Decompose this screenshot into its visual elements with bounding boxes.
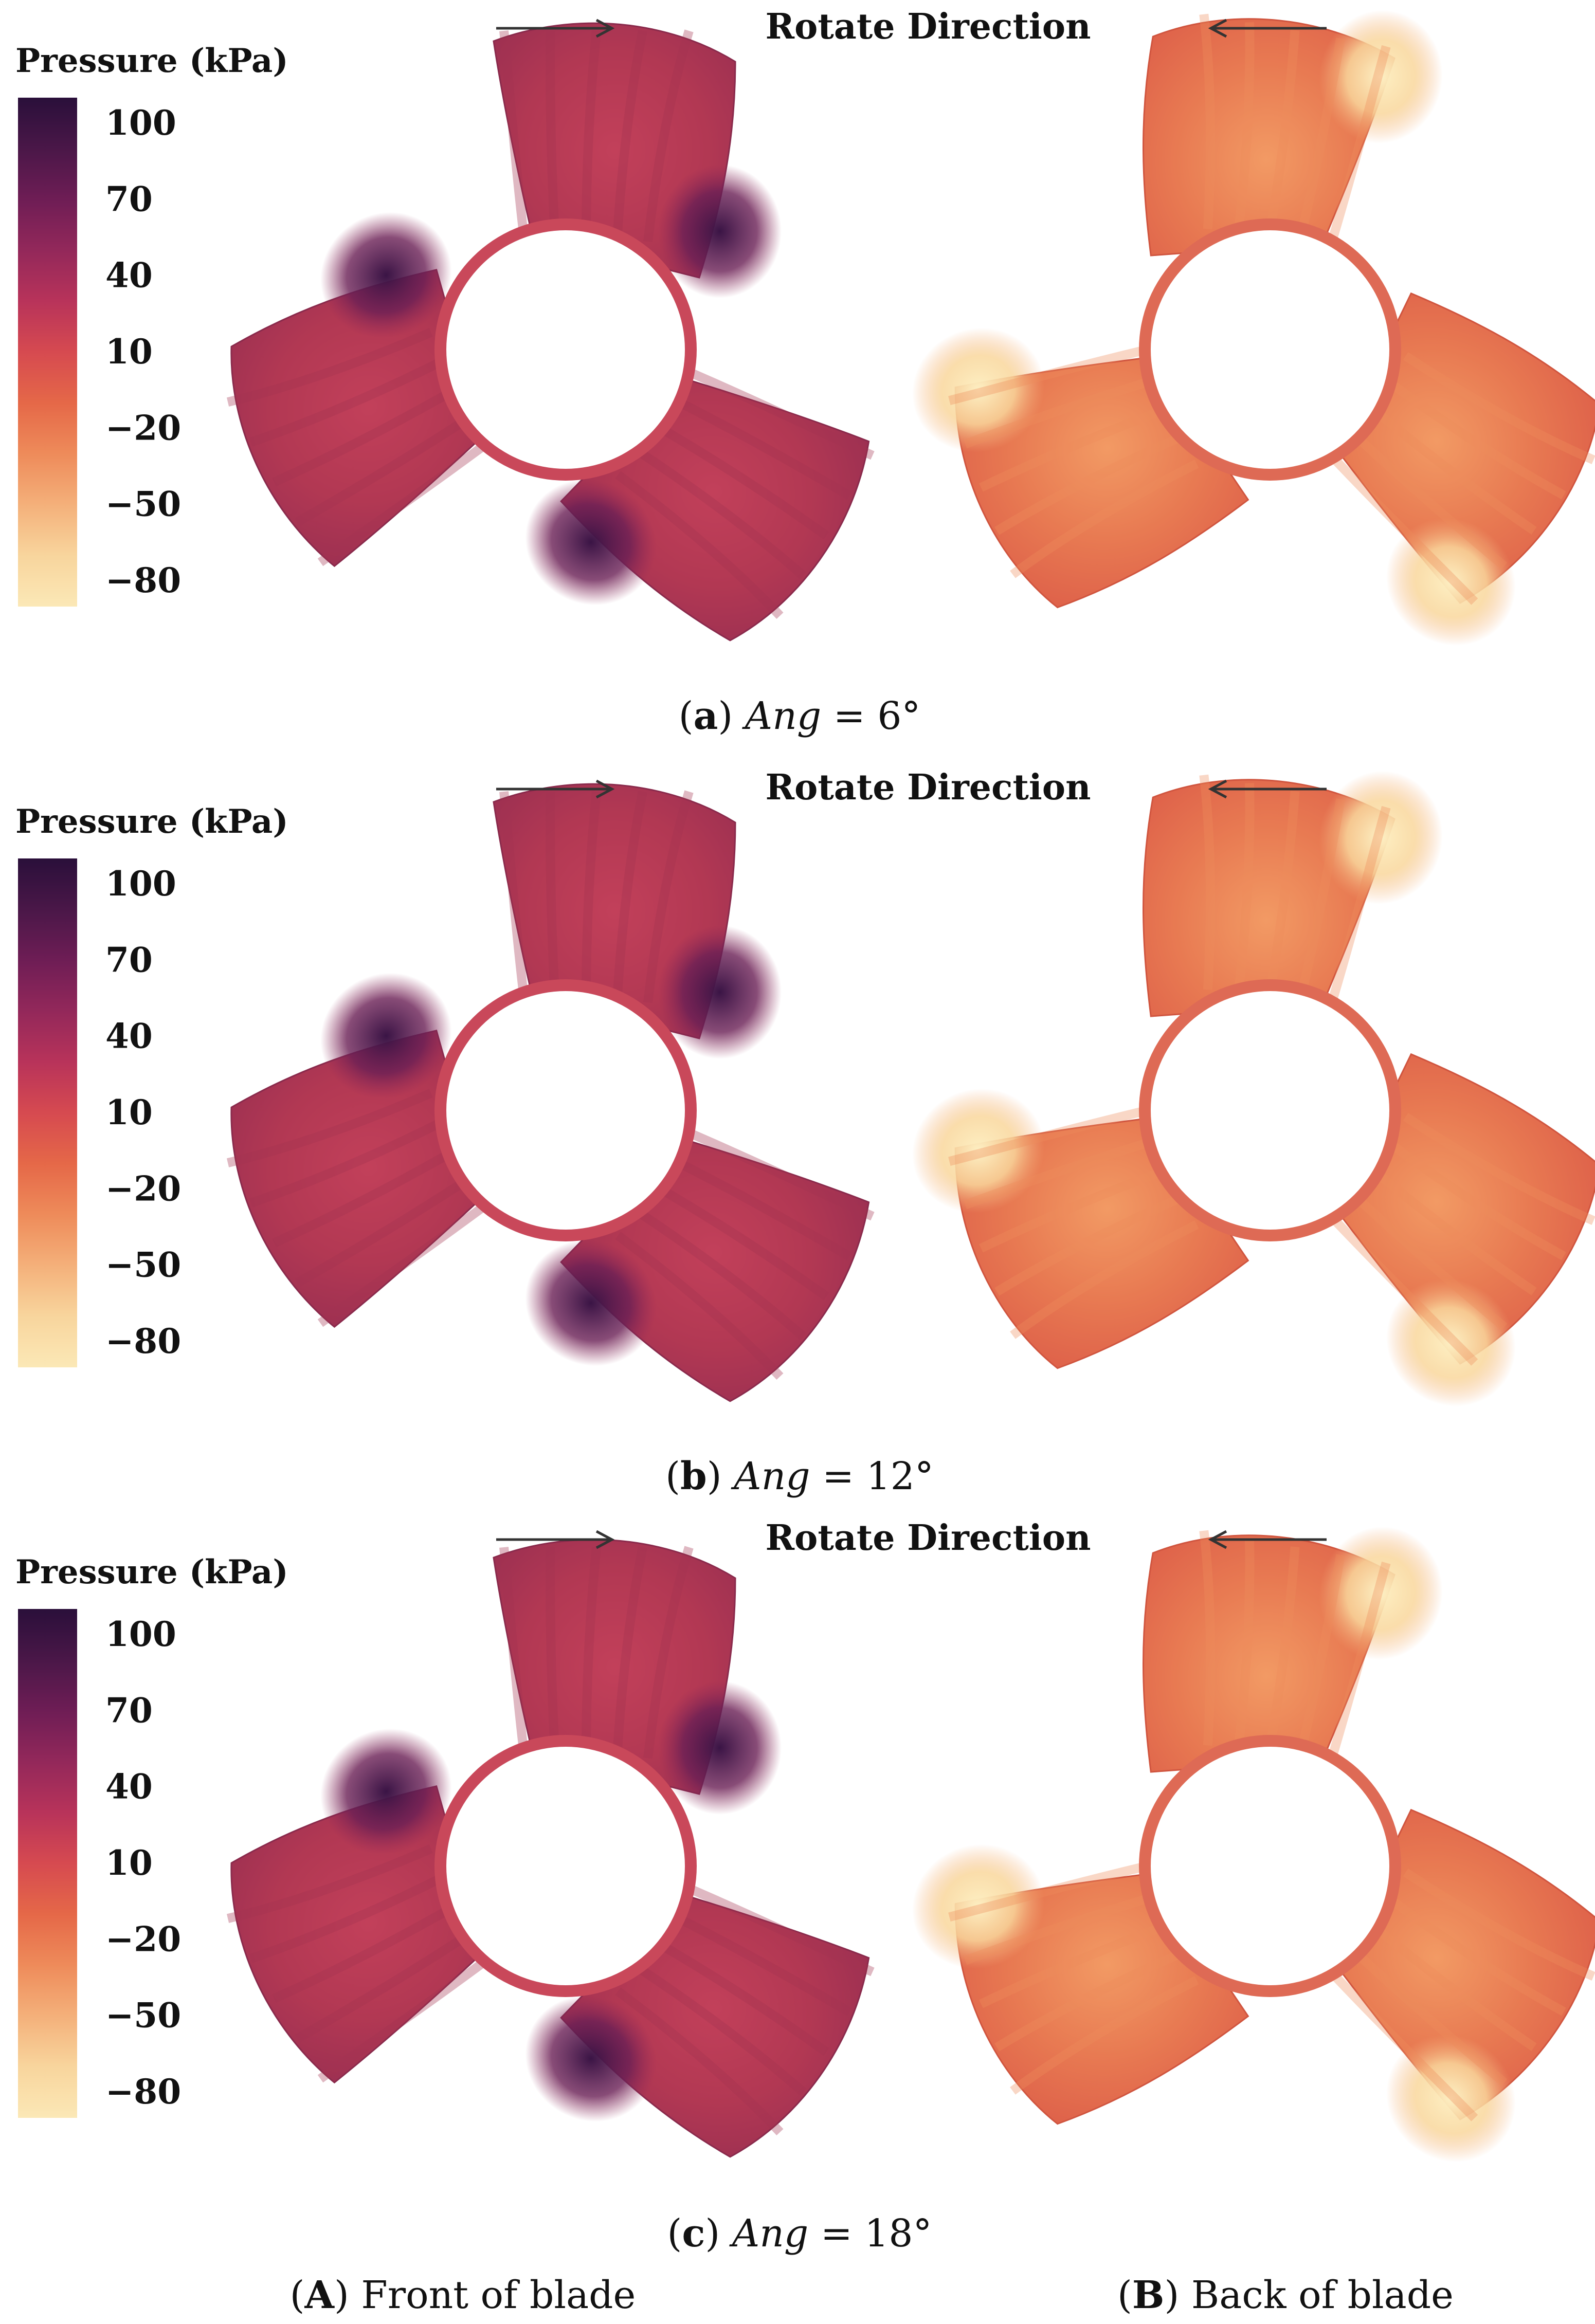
rotate-arrows: Rotate Direction Rotate Direction Rotate D…: [496, 6, 1327, 1559]
caption-panel-b: (b) Ang = 12°: [665, 1454, 934, 1498]
hub-bore: [446, 991, 685, 1230]
rotate-direction-label: Rotate Direction: [765, 1517, 1091, 1559]
rotate-direction-label: Rotate Direction: [765, 6, 1091, 47]
rotor-back: [912, 1514, 1595, 2163]
hub-bore: [446, 1747, 685, 1985]
legend-tick-label: 40: [105, 1767, 153, 1807]
legend-tick-label: −50: [105, 1245, 181, 1285]
hub-bore: [446, 230, 685, 469]
legend-tick-label: −20: [105, 1168, 181, 1209]
blade: [1278, 1781, 1595, 2163]
caption-variable: Ang: [731, 1454, 810, 1498]
legend-tick-label: 100: [105, 864, 176, 904]
legend-tick-label: −80: [105, 560, 181, 600]
blade: [1114, 0, 1443, 292]
legend-tick-label: 100: [105, 103, 176, 143]
blade: [525, 322, 885, 661]
caption-back-letter: B: [1132, 2273, 1165, 2317]
caption-front-text: Front of blade: [349, 2273, 636, 2317]
blade: [912, 305, 1261, 621]
caption-letter: a: [693, 694, 718, 738]
blade: [493, 22, 782, 298]
legend-tick-label: −80: [105, 2072, 181, 2112]
legend-tick-label: 10: [105, 1843, 153, 1883]
blade: [1114, 1514, 1443, 1808]
blade: [197, 1728, 540, 2093]
legend-colorbar: [18, 98, 77, 607]
rotor-back: [912, 0, 1595, 646]
caption-value: = 18°: [808, 2211, 932, 2256]
caption-back-text: Back of blade: [1179, 2273, 1454, 2317]
blade: [197, 212, 540, 576]
blade: [1278, 265, 1595, 646]
rotor-front: [197, 783, 885, 1421]
legends: Pressure (kPa)100704010−20−50−80Pressure…: [15, 42, 288, 2118]
blade: [1114, 758, 1443, 1053]
legend-title: Pressure (kPa): [15, 42, 288, 80]
hub-bore: [1151, 991, 1389, 1230]
rotor-front: [197, 22, 885, 661]
caption-panel-c: (c) Ang = 18°: [667, 2211, 932, 2256]
blade: [525, 1839, 885, 2177]
caption-variable: Ang: [729, 2211, 808, 2256]
legend-tick-label: 10: [105, 1092, 153, 1132]
legend-c: Pressure (kPa) 100 70 40 10 −20 −50 −80: [15, 1553, 288, 2118]
blade: [912, 1822, 1261, 2138]
legend-tick-label: −80: [105, 1321, 181, 1361]
legend-tick-label: −50: [105, 1996, 181, 2036]
legend-tick-label: 100: [105, 1614, 176, 1654]
legend-tick-label: 40: [105, 1016, 153, 1056]
rotor-front: [197, 1539, 885, 2177]
caption-panel-a: (a) Ang = 6°: [679, 694, 921, 738]
legend-tick-label: 70: [105, 179, 153, 219]
legend-tick-label: 70: [105, 940, 153, 980]
rotate-direction-c: Rotate Direction: [496, 1517, 1327, 1559]
rotors: [197, 0, 1595, 2177]
legend-colorbar: [18, 858, 77, 1367]
legend-a: Pressure (kPa) 100 70 40 10 −20 −50 −80: [15, 42, 288, 607]
legend-tick-label: 10: [105, 332, 153, 372]
caption-value: = 6°: [821, 694, 920, 738]
legend-tick-label: 70: [105, 1690, 153, 1730]
legend-b: Pressure (kPa) 100 70 40 10 −20 −50 −80: [15, 802, 288, 1367]
legend-tick-label: −20: [105, 1919, 181, 1959]
legend-tick-label: −20: [105, 408, 181, 448]
rotate-direction-b: Rotate Direction: [496, 767, 1327, 808]
legend-colorbar: [18, 1609, 77, 2118]
rotate-direction-label: Rotate Direction: [765, 767, 1091, 808]
blade: [197, 973, 540, 1337]
blade: [912, 1066, 1261, 1382]
blade: [493, 1539, 782, 1815]
legend-tick-label: 40: [105, 255, 153, 296]
caption-value: = 12°: [810, 1454, 934, 1498]
caption-front-of-blade: (A) Front of blade: [290, 2273, 636, 2317]
legend-title: Pressure (kPa): [15, 1553, 288, 1591]
blade: [1278, 1026, 1595, 1407]
legend-title: Pressure (kPa): [15, 802, 288, 841]
hub-bore: [1151, 230, 1389, 469]
rotate-direction-a: Rotate Direction: [496, 6, 1327, 47]
blade: [525, 1083, 885, 1421]
caption-front-letter: A: [304, 2273, 335, 2317]
captions: (a) Ang = 6° (b) Ang = 12° (c) Ang = 18°: [665, 694, 934, 2256]
caption-variable: Ang: [742, 694, 821, 738]
caption-back-of-blade: (B) Back of blade: [1117, 2273, 1454, 2317]
rotor-back: [912, 758, 1595, 1407]
hub-bore: [1151, 1747, 1389, 1985]
caption-letter: b: [680, 1454, 707, 1498]
legend-tick-label: −50: [105, 484, 181, 524]
caption-letter: c: [682, 2211, 705, 2256]
blade: [493, 783, 782, 1059]
